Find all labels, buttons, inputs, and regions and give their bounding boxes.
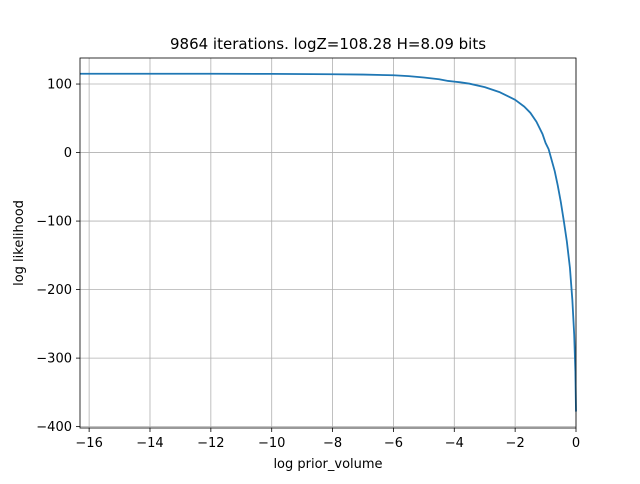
ticks: −16 −14 −12 −10 −8 −6 −4 −2 0 100 0 −100 −200 −300 −40… <box>36 78 580 451</box>
x-axis-label: log prior_volume <box>273 457 382 472</box>
y-tick-label: 100 <box>47 78 72 93</box>
y-tick-label: −200 <box>36 283 72 298</box>
x-tick-label: −2 <box>506 436 525 451</box>
x-tick-label: −12 <box>197 436 224 451</box>
series-group <box>80 72 577 412</box>
x-tick-label: 0 <box>572 436 580 451</box>
series-line <box>80 72 577 412</box>
chart-title: 9864 iterations. logZ=108.28 H=8.09 bits <box>170 35 486 53</box>
plot-frame <box>79 57 577 429</box>
x-tick-label: −16 <box>75 436 102 451</box>
x-tick-label: −14 <box>136 436 163 451</box>
y-tick-label: 0 <box>64 146 72 161</box>
x-tick-label: −4 <box>445 436 464 451</box>
x-tick-label: −6 <box>384 436 403 451</box>
y-tick-label: −400 <box>36 420 72 435</box>
y-axis-label: log likelihood <box>12 200 27 286</box>
x-tick-label: −8 <box>323 436 342 451</box>
grid <box>80 58 577 428</box>
x-tick-label: −10 <box>258 436 285 451</box>
y-tick-label: −300 <box>36 352 72 367</box>
y-tick-label: −100 <box>36 215 72 230</box>
